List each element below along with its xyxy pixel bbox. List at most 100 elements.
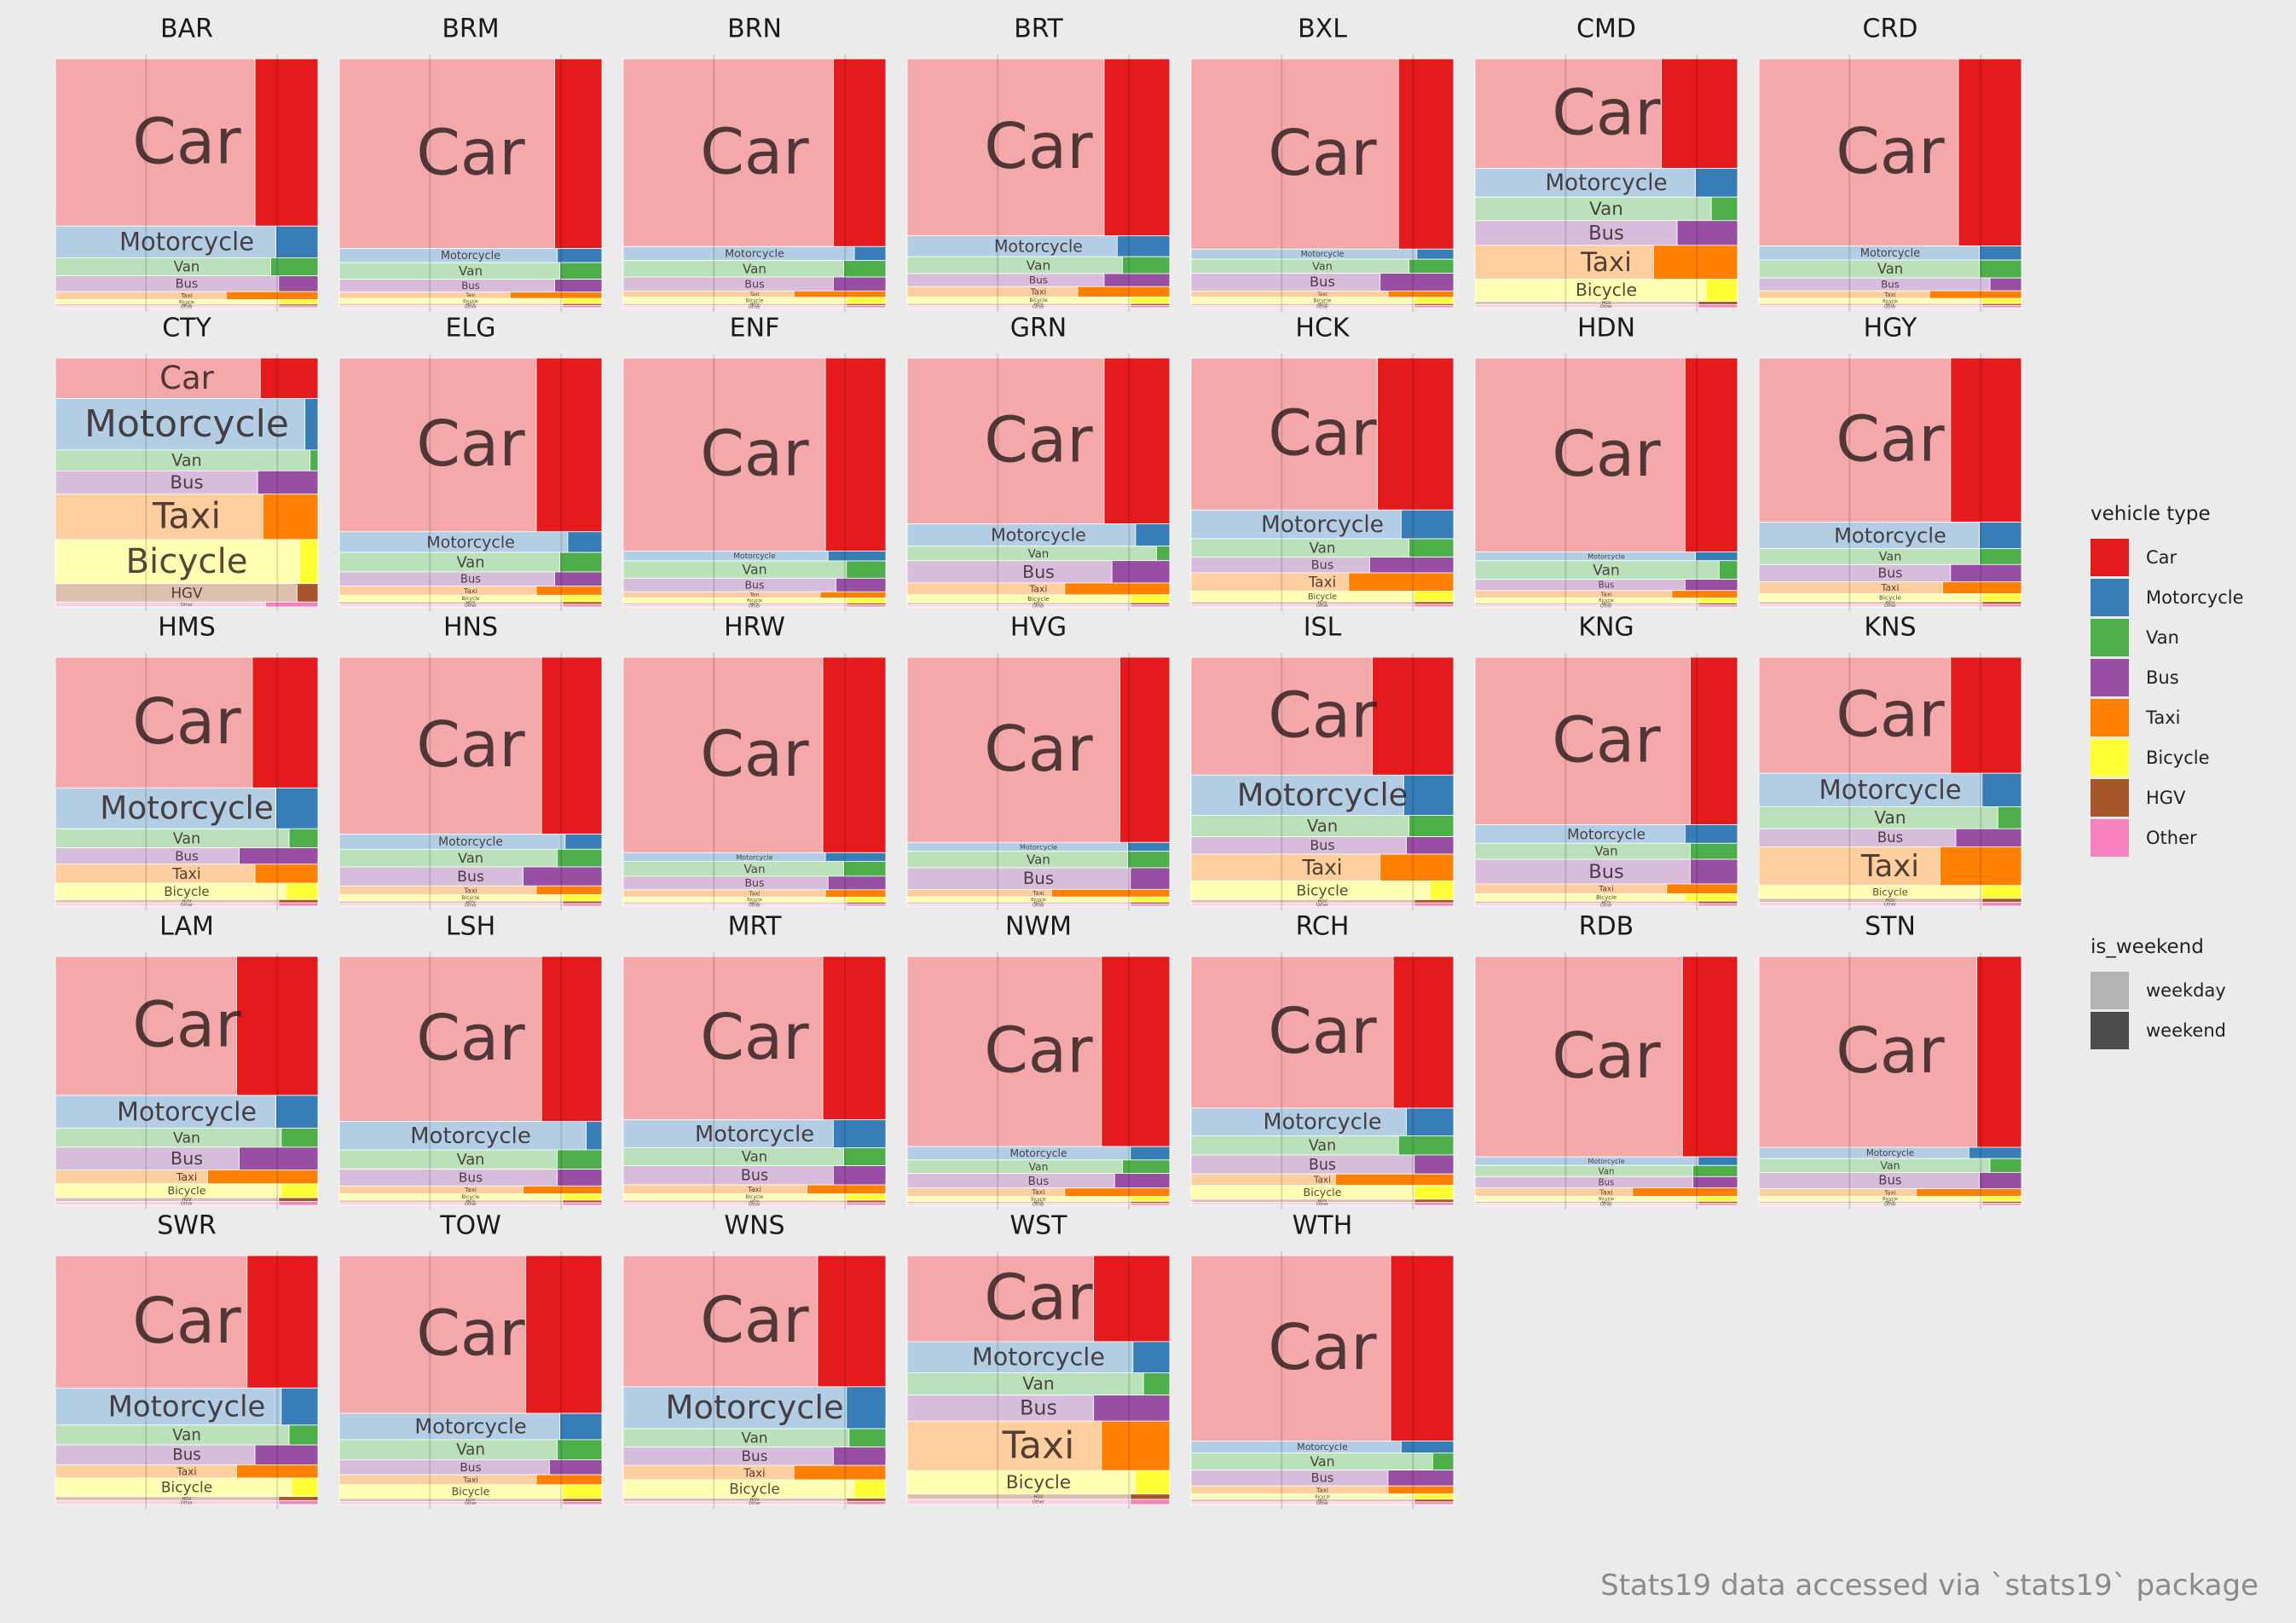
tile-bicycle-weekday bbox=[1758, 593, 1983, 603]
tile-other-weekday bbox=[1190, 1202, 1415, 1206]
tile-other-weekday bbox=[338, 305, 564, 309]
tile-label: Taxi bbox=[1031, 1188, 1044, 1196]
tile-label: HGV bbox=[1601, 602, 1611, 607]
tile-label: Bicycle bbox=[1031, 898, 1046, 903]
tile-bicycle-weekday bbox=[906, 896, 1131, 903]
tile-taxi-weekend bbox=[1101, 1420, 1171, 1471]
tile-label: HGV bbox=[1601, 301, 1611, 306]
tile-van-weekend bbox=[1408, 815, 1455, 837]
tile-van-weekday bbox=[338, 1149, 558, 1170]
panel-title: LAM bbox=[159, 912, 214, 942]
tile-motorcycle-weekday bbox=[55, 787, 277, 829]
tile-other-weekday bbox=[55, 902, 280, 907]
tile-label: HGV bbox=[466, 1498, 476, 1503]
legend-key-swatch bbox=[2091, 538, 2129, 576]
tile-bicycle-weekday bbox=[906, 1196, 1131, 1202]
tile-car-weekday bbox=[1758, 656, 1952, 774]
tile-car-weekend bbox=[824, 357, 887, 552]
panel-rch: RCH Car Motorcycle Van BusTaxiBicycleHGVOthe… bbox=[1190, 912, 1455, 1210]
tile-motorcycle-weekend bbox=[1697, 1156, 1738, 1166]
tile-car-weekday bbox=[338, 1255, 527, 1414]
tile-van-weekend bbox=[559, 262, 603, 280]
tile-other-weekday bbox=[338, 903, 564, 907]
tile-bicycle-weekend bbox=[1705, 279, 1738, 303]
tile-car-weekday bbox=[55, 357, 261, 399]
legend-label: weekday bbox=[2146, 979, 2226, 1001]
tile-other-weekday bbox=[55, 601, 266, 608]
tile-car-weekend bbox=[1119, 656, 1171, 843]
tile-van-weekday bbox=[1190, 258, 1410, 274]
tile-label: Taxi bbox=[1316, 1486, 1328, 1493]
tile-van-weekend bbox=[843, 861, 887, 877]
tile-other-weekday bbox=[1190, 604, 1415, 608]
tile-taxi-weekday bbox=[906, 286, 1079, 297]
tile-bicycle-weekend bbox=[280, 1183, 319, 1198]
tile-van-weekday bbox=[622, 560, 847, 579]
legend-item-other: Other bbox=[2091, 817, 2244, 858]
tile-bicycle-weekend bbox=[846, 1193, 887, 1201]
tile-label: Car bbox=[132, 105, 241, 178]
tile-car-weekday bbox=[906, 656, 1120, 843]
tile-bus-weekend bbox=[239, 847, 319, 865]
tile-label: Other bbox=[749, 1501, 761, 1506]
tile-other-weekend bbox=[1981, 305, 2022, 309]
tile-van-weekday bbox=[906, 851, 1129, 869]
tile-label: Van bbox=[1027, 257, 1051, 273]
panel-hck: HCK Car Motorcycle Van BusTaxiBicycleHGVOthe… bbox=[1190, 314, 1455, 611]
tile-other-weekday bbox=[1474, 903, 1699, 907]
panel-title: GRN bbox=[1010, 314, 1067, 344]
tile-label: Bus bbox=[175, 848, 199, 863]
tile-other-weekend bbox=[1697, 604, 1738, 608]
tile-van-weekday bbox=[1758, 1158, 1991, 1173]
tile-hgv-weekend bbox=[1414, 601, 1455, 605]
tile-motorcycle-weekend bbox=[564, 834, 603, 850]
tile-car-weekend bbox=[236, 956, 319, 1096]
panel-title: KNS bbox=[1864, 613, 1916, 643]
panel-title: BRM bbox=[442, 14, 499, 44]
tile-other-weekend bbox=[1697, 303, 1738, 309]
panel-tow: TOW Car Motorcycle Van BusTaxiBicycleHGVOthe… bbox=[338, 1211, 603, 1509]
tile-other-weekday bbox=[906, 1203, 1131, 1206]
tile-bicycle-weekday bbox=[338, 1193, 564, 1201]
tile-bus-weekday bbox=[622, 1165, 834, 1186]
tile-bus-weekend bbox=[1111, 560, 1171, 584]
tile-label: HGV bbox=[1317, 1198, 1327, 1204]
legend-item-van: Van bbox=[2091, 617, 2244, 657]
tile-label: Other bbox=[1032, 904, 1045, 909]
tile-label: Car bbox=[984, 1262, 1093, 1335]
tile-taxi-weekday bbox=[1474, 590, 1673, 598]
tile-label: Motorcycle bbox=[108, 1389, 266, 1423]
tile-hgv-weekday bbox=[1474, 900, 1699, 904]
tile-van-weekend bbox=[559, 552, 603, 573]
tile-bicycle-weekday bbox=[622, 897, 847, 903]
tile-label: Taxi bbox=[1598, 886, 1613, 894]
tile-bus-weekend bbox=[1113, 1173, 1171, 1189]
tile-hgv-weekend bbox=[562, 1498, 603, 1502]
panel-kng: KNG Car Motorcycle Van Bus TaxiBicycleHGVOthe… bbox=[1474, 613, 1738, 910]
tile-car-weekday bbox=[906, 1255, 1095, 1343]
tile-label: Other bbox=[749, 904, 761, 909]
tile-bus-weekday bbox=[1474, 1175, 1694, 1188]
tile-taxi-weekday bbox=[622, 889, 826, 898]
tile-label: HGV bbox=[1317, 1499, 1327, 1504]
tile-car-weekday bbox=[906, 956, 1102, 1147]
legend-label: Bus bbox=[2146, 667, 2179, 688]
tile-motorcycle-weekend bbox=[1401, 1441, 1455, 1453]
tile-label: Van bbox=[459, 263, 483, 279]
tile-label: Taxi bbox=[464, 1186, 477, 1193]
tile-bicycle-weekend bbox=[853, 1479, 887, 1499]
tile-other-weekend bbox=[1981, 902, 2022, 907]
tile-taxi-weekend bbox=[793, 290, 887, 298]
tile-motorcycle-weekend bbox=[846, 1386, 887, 1430]
tile-bus-weekday bbox=[1190, 1154, 1415, 1175]
vehicle-type-legend: vehicle type Car Motorcycle Van Bus Taxi Bicy… bbox=[2091, 503, 2244, 858]
panel-title: HVG bbox=[1010, 613, 1067, 643]
tile-van-weekend bbox=[1397, 1135, 1455, 1156]
tile-label: Taxi bbox=[1580, 247, 1632, 278]
tile-label: Motorcycle bbox=[426, 533, 515, 552]
tile-bicycle-weekday bbox=[55, 539, 300, 585]
tile-motorcycle-weekday bbox=[622, 1119, 834, 1149]
tile-label: Other bbox=[1884, 305, 1897, 310]
tile-hgv-weekday bbox=[338, 1199, 564, 1204]
